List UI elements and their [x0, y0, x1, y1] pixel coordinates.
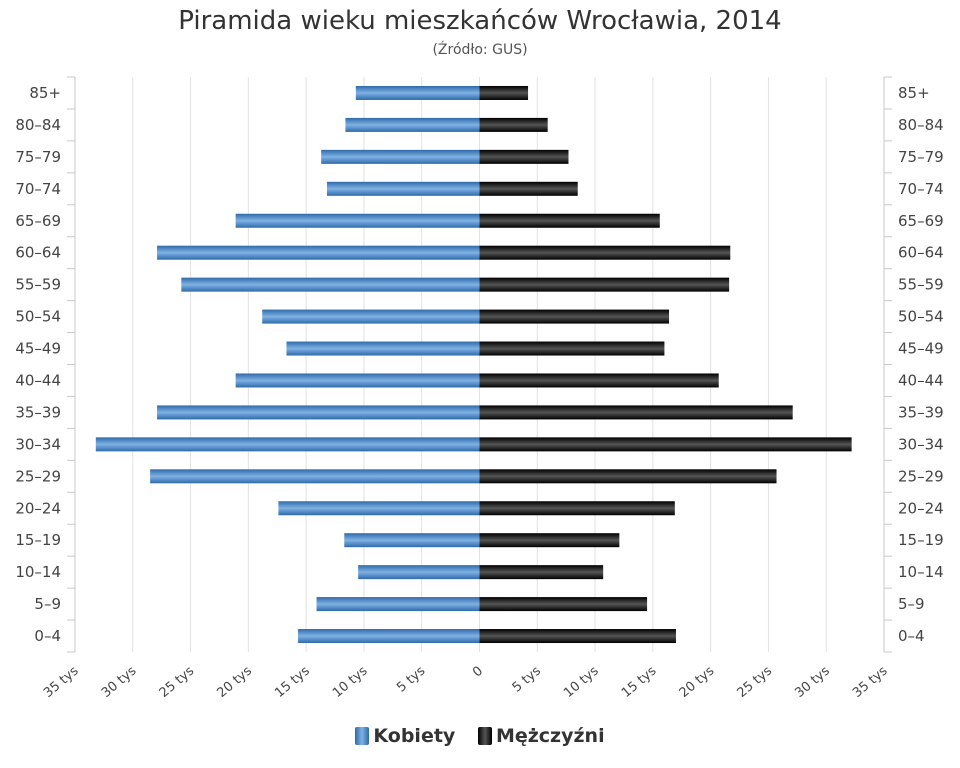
bar-kobiety[interactable]: [355, 85, 480, 100]
legend: Kobiety Mężczyźni: [0, 724, 960, 747]
x-tick-label: 25 tys: [735, 663, 776, 701]
x-tick-label: 25 tys: [157, 663, 198, 701]
x-tick-label: 30 tys: [99, 663, 140, 701]
bar-kobiety[interactable]: [344, 533, 480, 548]
x-tick-label: 35 tys: [41, 663, 82, 701]
left-category-label: 75–79: [15, 148, 61, 166]
legend-swatch-mezczyzni: [477, 726, 492, 745]
right-category-label: 30–34: [898, 435, 944, 453]
left-category-label: 5–9: [34, 595, 61, 613]
legend-label-mezczyzni: Mężczyźni: [495, 724, 605, 747]
right-category-label: 70–74: [898, 180, 944, 198]
left-category-label: 55–59: [15, 276, 61, 294]
bar-kobiety[interactable]: [95, 437, 480, 452]
left-category-label: 25–29: [15, 467, 61, 485]
bar-mezczyzni[interactable]: [479, 117, 548, 132]
bar-mezczyzni[interactable]: [479, 213, 660, 228]
x-tick-label: 10 tys: [561, 663, 602, 701]
right-category-label: 45–49: [898, 340, 944, 358]
left-category-label: 15–19: [15, 531, 61, 549]
bar-kobiety[interactable]: [157, 405, 480, 420]
x-tick-label: 5 tys: [510, 663, 544, 695]
bar-mezczyzni[interactable]: [479, 629, 676, 644]
left-category-label: 0–4: [34, 627, 61, 645]
bar-mezczyzni[interactable]: [479, 181, 578, 196]
bar-mezczyzni[interactable]: [479, 373, 719, 388]
left-category-label: 35–39: [15, 403, 61, 421]
x-tick-label: 30 tys: [792, 663, 833, 701]
x-tick-label: 20 tys: [677, 663, 718, 701]
x-tick-label: 10 tys: [330, 663, 371, 701]
x-tick-label: 0: [470, 664, 486, 681]
bar-mezczyzni[interactable]: [479, 565, 604, 580]
bar-mezczyzni[interactable]: [479, 405, 793, 420]
right-category-label: 55–59: [898, 276, 944, 294]
chart-subtitle: (Źródło: GUS): [432, 42, 528, 58]
bar-kobiety[interactable]: [345, 117, 480, 132]
right-category-label: 75–79: [898, 148, 944, 166]
right-category-label: 50–54: [898, 308, 944, 326]
bar-mezczyzni[interactable]: [479, 277, 730, 292]
bar-mezczyzni[interactable]: [479, 469, 777, 484]
right-category-label: 80–84: [898, 116, 944, 134]
left-category-label: 10–14: [15, 563, 61, 581]
bar-kobiety[interactable]: [181, 277, 480, 292]
x-tick-label: 20 tys: [214, 663, 255, 701]
right-category-label: 40–44: [898, 371, 944, 389]
right-category-label: 35–39: [898, 403, 944, 421]
right-category-label: 10–14: [898, 563, 944, 581]
bar-kobiety[interactable]: [235, 373, 480, 388]
x-tick-label: 35 tys: [850, 663, 891, 701]
bar-kobiety[interactable]: [278, 501, 480, 516]
x-tick-label: 15 tys: [619, 663, 660, 701]
right-category-label: 85+: [898, 84, 930, 102]
left-category-label: 50–54: [15, 308, 61, 326]
right-category-label: 65–69: [898, 212, 944, 230]
right-category-label: 15–19: [898, 531, 944, 549]
bar-mezczyzni[interactable]: [479, 437, 852, 452]
right-category-label: 20–24: [898, 499, 944, 517]
bar-kobiety[interactable]: [262, 309, 480, 324]
left-category-label: 30–34: [15, 435, 61, 453]
left-category-label: 85+: [29, 84, 61, 102]
right-category-label: 60–64: [898, 244, 944, 262]
bar-kobiety[interactable]: [286, 341, 480, 356]
chart-title: Piramida wieku mieszkańców Wrocławia, 20…: [178, 6, 782, 36]
left-category-label: 20–24: [15, 499, 61, 517]
chart-plot-area: 35 tys 30 tys 25 tys 20 tys 15 tys 10 tys 5 ty…: [15, 76, 944, 701]
x-tick-label: 15 tys: [272, 663, 313, 701]
bar-mezczyzni[interactable]: [479, 245, 731, 260]
bar-mezczyzni[interactable]: [479, 501, 675, 516]
x-tick-label: 5 tys: [394, 663, 428, 695]
bar-kobiety[interactable]: [358, 565, 480, 580]
legend-label-kobiety: Kobiety: [373, 724, 456, 747]
left-category-label: 45–49: [15, 340, 61, 358]
legend-item-kobiety[interactable]: Kobiety: [355, 725, 455, 747]
bar-mezczyzni[interactable]: [479, 533, 620, 548]
right-category-label: 0–4: [898, 627, 925, 645]
bar-kobiety[interactable]: [321, 149, 480, 164]
bar-mezczyzni[interactable]: [479, 341, 665, 356]
bar-kobiety[interactable]: [235, 213, 480, 228]
left-category-label: 65–69: [15, 212, 61, 230]
bar-kobiety[interactable]: [298, 629, 480, 644]
right-category-label: 5–9: [898, 595, 925, 613]
bar-kobiety[interactable]: [150, 469, 480, 484]
left-category-label: 80–84: [15, 116, 61, 134]
bar-mezczyzni[interactable]: [479, 309, 670, 324]
bar-kobiety[interactable]: [326, 181, 480, 196]
bar-kobiety[interactable]: [316, 597, 480, 612]
left-category-label: 40–44: [15, 371, 61, 389]
bar-mezczyzni[interactable]: [479, 149, 569, 164]
legend-item-mezczyzni[interactable]: Mężczyźni: [477, 724, 605, 747]
legend-swatch-kobiety: [355, 726, 370, 745]
left-category-label: 60–64: [15, 244, 61, 262]
bar-mezczyzni[interactable]: [479, 85, 529, 100]
bar-mezczyzni[interactable]: [479, 597, 648, 612]
bar-kobiety[interactable]: [157, 245, 480, 260]
right-category-label: 25–29: [898, 467, 944, 485]
left-category-label: 70–74: [15, 180, 61, 198]
